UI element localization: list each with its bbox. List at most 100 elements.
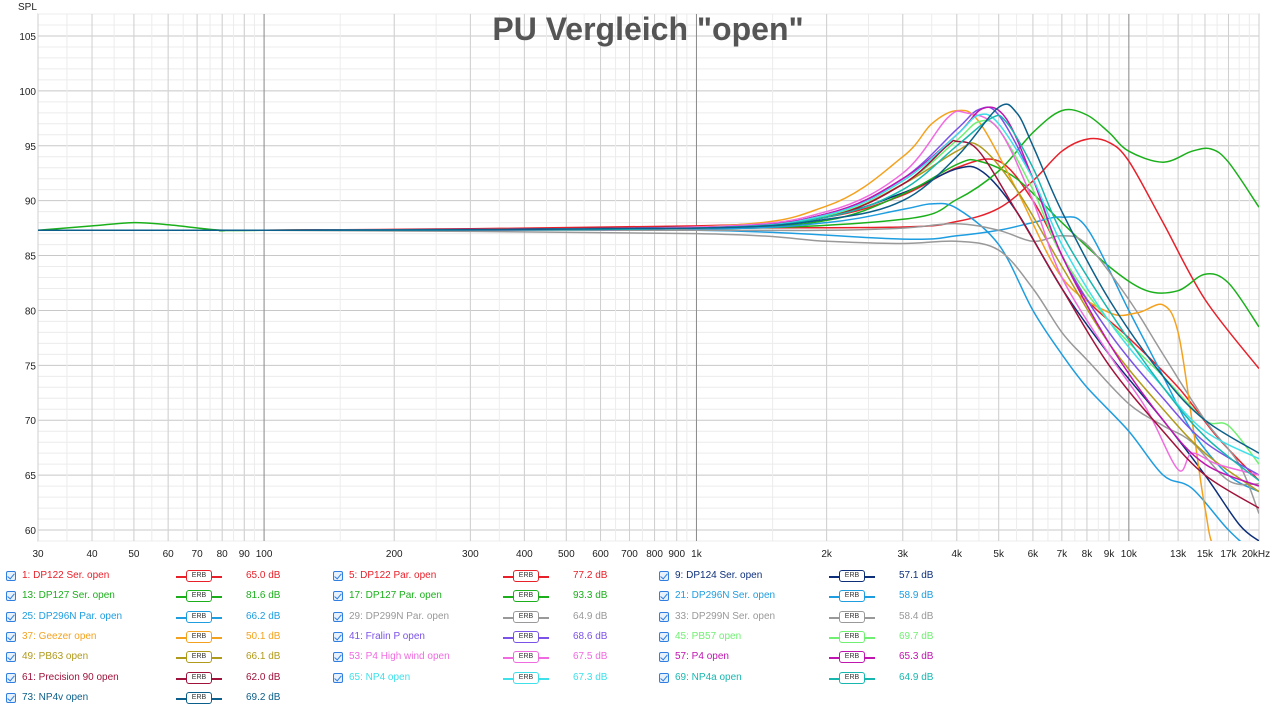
legend-checkbox[interactable]: [659, 571, 669, 581]
legend-checkbox[interactable]: [659, 611, 669, 622]
series-line-4: [38, 108, 1259, 232]
legend-checkbox[interactable]: [6, 591, 16, 602]
legend-item[interactable]: 25: DP296N Par. open ERB 66.2 dB: [6, 607, 326, 627]
legend-item[interactable]: 1: DP122 Ser. open ERB 65.0 dB: [6, 566, 326, 586]
erb-smoothing-button[interactable]: ERB: [513, 651, 539, 664]
legend-checkbox[interactable]: [333, 591, 343, 602]
legend-item[interactable]: 73: NP4v open ERB 69.2 dB: [6, 688, 326, 708]
legend-item[interactable]: 61: Precision 90 open ERB 62.0 dB: [6, 668, 326, 688]
legend-item[interactable]: 45: PB57 open ERB 69.7 dB: [659, 627, 979, 647]
legend-checkbox[interactable]: [333, 611, 343, 622]
erb-smoothing-button[interactable]: ERB: [186, 630, 212, 643]
legend-level-value: 81.6 dB: [246, 590, 281, 602]
legend-level-value: 68.6 dB: [573, 630, 608, 642]
legend-checkbox[interactable]: [6, 672, 16, 683]
erb-smoothing-button[interactable]: ERB: [186, 610, 212, 623]
chart-title: PU Vergleich "open": [492, 11, 803, 47]
y-tick-labels: 60 65 70 75 80 85 90 95 100 105: [19, 32, 36, 537]
legend-item[interactable]: 53: P4 High wind open ERB 67.5 dB: [333, 647, 653, 667]
series-layer: [38, 103, 1259, 541]
legend-series-name: 69: NP4a open: [675, 671, 742, 683]
legend-checkbox[interactable]: [6, 611, 16, 622]
legend-series-name: 57: P4 open: [675, 651, 729, 663]
x-tick-label: 1k: [691, 549, 703, 560]
legend-item[interactable]: 69: NP4a open ERB 64.9 dB: [659, 668, 979, 688]
x-tick-label: 15k: [1197, 549, 1214, 560]
legend-item[interactable]: 37: Geezer open ERB 50.1 dB: [6, 627, 326, 647]
x-tick-label: 30: [32, 549, 44, 560]
erb-smoothing-button[interactable]: ERB: [186, 570, 212, 582]
y-tick-label: 85: [25, 252, 37, 263]
erb-smoothing-button[interactable]: ERB: [513, 671, 539, 684]
legend-item[interactable]: 5: DP122 Par. open ERB 77.2 dB: [333, 566, 653, 586]
legend-level-value: 57.1 dB: [899, 570, 934, 581]
erb-smoothing-button[interactable]: ERB: [839, 651, 865, 664]
legend-item[interactable]: 57: P4 open ERB 65.3 dB: [659, 647, 979, 667]
erb-smoothing-button[interactable]: ERB: [513, 590, 539, 603]
x-tick-label: 600: [592, 549, 609, 560]
x-tick-label: 200: [386, 549, 403, 560]
legend-item[interactable]: 65: NP4 open ERB 67.3 dB: [333, 668, 653, 688]
legend-series-name: 45: PB57 open: [675, 630, 742, 642]
legend-checkbox[interactable]: [6, 571, 16, 581]
legend-level-value: 58.4 dB: [899, 610, 934, 622]
erb-smoothing-button[interactable]: ERB: [186, 651, 212, 664]
x-tick-label: 9k: [1104, 549, 1116, 560]
x-tick-label: 900: [668, 549, 685, 560]
legend-item[interactable]: 49: PB63 open ERB 66.1 dB: [6, 647, 326, 667]
legend-series-name: 53: P4 High wind open: [349, 651, 450, 663]
legend-checkbox[interactable]: [333, 672, 343, 683]
legend-checkbox[interactable]: [6, 652, 16, 663]
legend-checkbox[interactable]: [659, 672, 669, 683]
legend-level-value: 64.9 dB: [899, 671, 934, 683]
legend-item[interactable]: 33: DP299N Ser. open ERB 58.4 dB: [659, 607, 979, 627]
erb-smoothing-button[interactable]: ERB: [186, 590, 212, 603]
x-tick-label: 8k: [1082, 549, 1094, 560]
legend-item[interactable]: 13: DP127 Ser. open ERB 81.6 dB: [6, 586, 326, 606]
y-tick-label: 90: [25, 197, 37, 208]
legend-checkbox[interactable]: [6, 631, 16, 642]
legend-level-value: 69.7 dB: [899, 630, 934, 642]
x-tick-label: 700: [621, 549, 638, 560]
legend-checkbox[interactable]: [333, 652, 343, 663]
erb-smoothing-button[interactable]: ERB: [186, 691, 212, 704]
legend-checkbox[interactable]: [6, 692, 16, 703]
legend-series-name: 21: DP296N Ser. open: [675, 590, 776, 602]
legend-series-name: 73: NP4v open: [22, 691, 89, 703]
y-tick-label: 65: [25, 471, 37, 482]
erb-smoothing-button[interactable]: ERB: [839, 671, 865, 684]
x-tick-label: 4k: [951, 549, 963, 560]
erb-smoothing-button[interactable]: ERB: [839, 570, 865, 582]
legend-item[interactable]: 17: DP127 Par. open ERB 93.3 dB: [333, 586, 653, 606]
legend-checkbox[interactable]: [659, 631, 669, 642]
legend-series-name: 29: DP299N Par. open: [349, 610, 450, 622]
x-tick-label: 5k: [993, 549, 1005, 560]
x-tick-label: 13k: [1170, 549, 1187, 560]
legend-series-name: 1: DP122 Ser. open: [22, 570, 110, 581]
legend-item[interactable]: 21: DP296N Ser. open ERB 58.9 dB: [659, 586, 979, 606]
x-tick-label: 80: [217, 549, 229, 560]
erb-smoothing-button[interactable]: ERB: [186, 671, 212, 684]
erb-smoothing-button[interactable]: ERB: [513, 570, 539, 582]
legend-level-value: 64.9 dB: [573, 610, 608, 622]
legend-series-name: 65: NP4 open: [349, 671, 411, 683]
x-tick-label: 800: [646, 549, 663, 560]
legend-item[interactable]: 9: DP124 Ser. open ERB 57.1 dB: [659, 566, 979, 586]
legend-series-name: 33: DP299N Ser. open: [675, 610, 776, 622]
frequency-response-chart: SPL 60 65 70 75 80 85 90 95 100 105 30 40 50 60 70 80 9…: [18, 2, 1270, 560]
erb-smoothing-button[interactable]: ERB: [513, 630, 539, 643]
erb-smoothing-button[interactable]: ERB: [513, 610, 539, 623]
legend-item[interactable]: 29: DP299N Par. open ERB 64.9 dB: [333, 607, 653, 627]
legend-series-name: 13: DP127 Ser. open: [22, 590, 115, 602]
legend-checkbox[interactable]: [333, 571, 343, 581]
legend-checkbox[interactable]: [659, 591, 669, 602]
x-tick-label: 70: [192, 549, 204, 560]
erb-smoothing-button[interactable]: ERB: [839, 610, 865, 623]
legend-item[interactable]: 41: Fralin P open ERB 68.6 dB: [333, 627, 653, 647]
legend-checkbox[interactable]: [659, 652, 669, 663]
legend-checkbox[interactable]: [333, 631, 343, 642]
y-tick-label: 105: [19, 32, 36, 43]
erb-smoothing-button[interactable]: ERB: [839, 590, 865, 603]
erb-smoothing-button[interactable]: ERB: [839, 630, 865, 643]
legend-series-name: 9: DP124 Ser. open: [675, 570, 763, 581]
